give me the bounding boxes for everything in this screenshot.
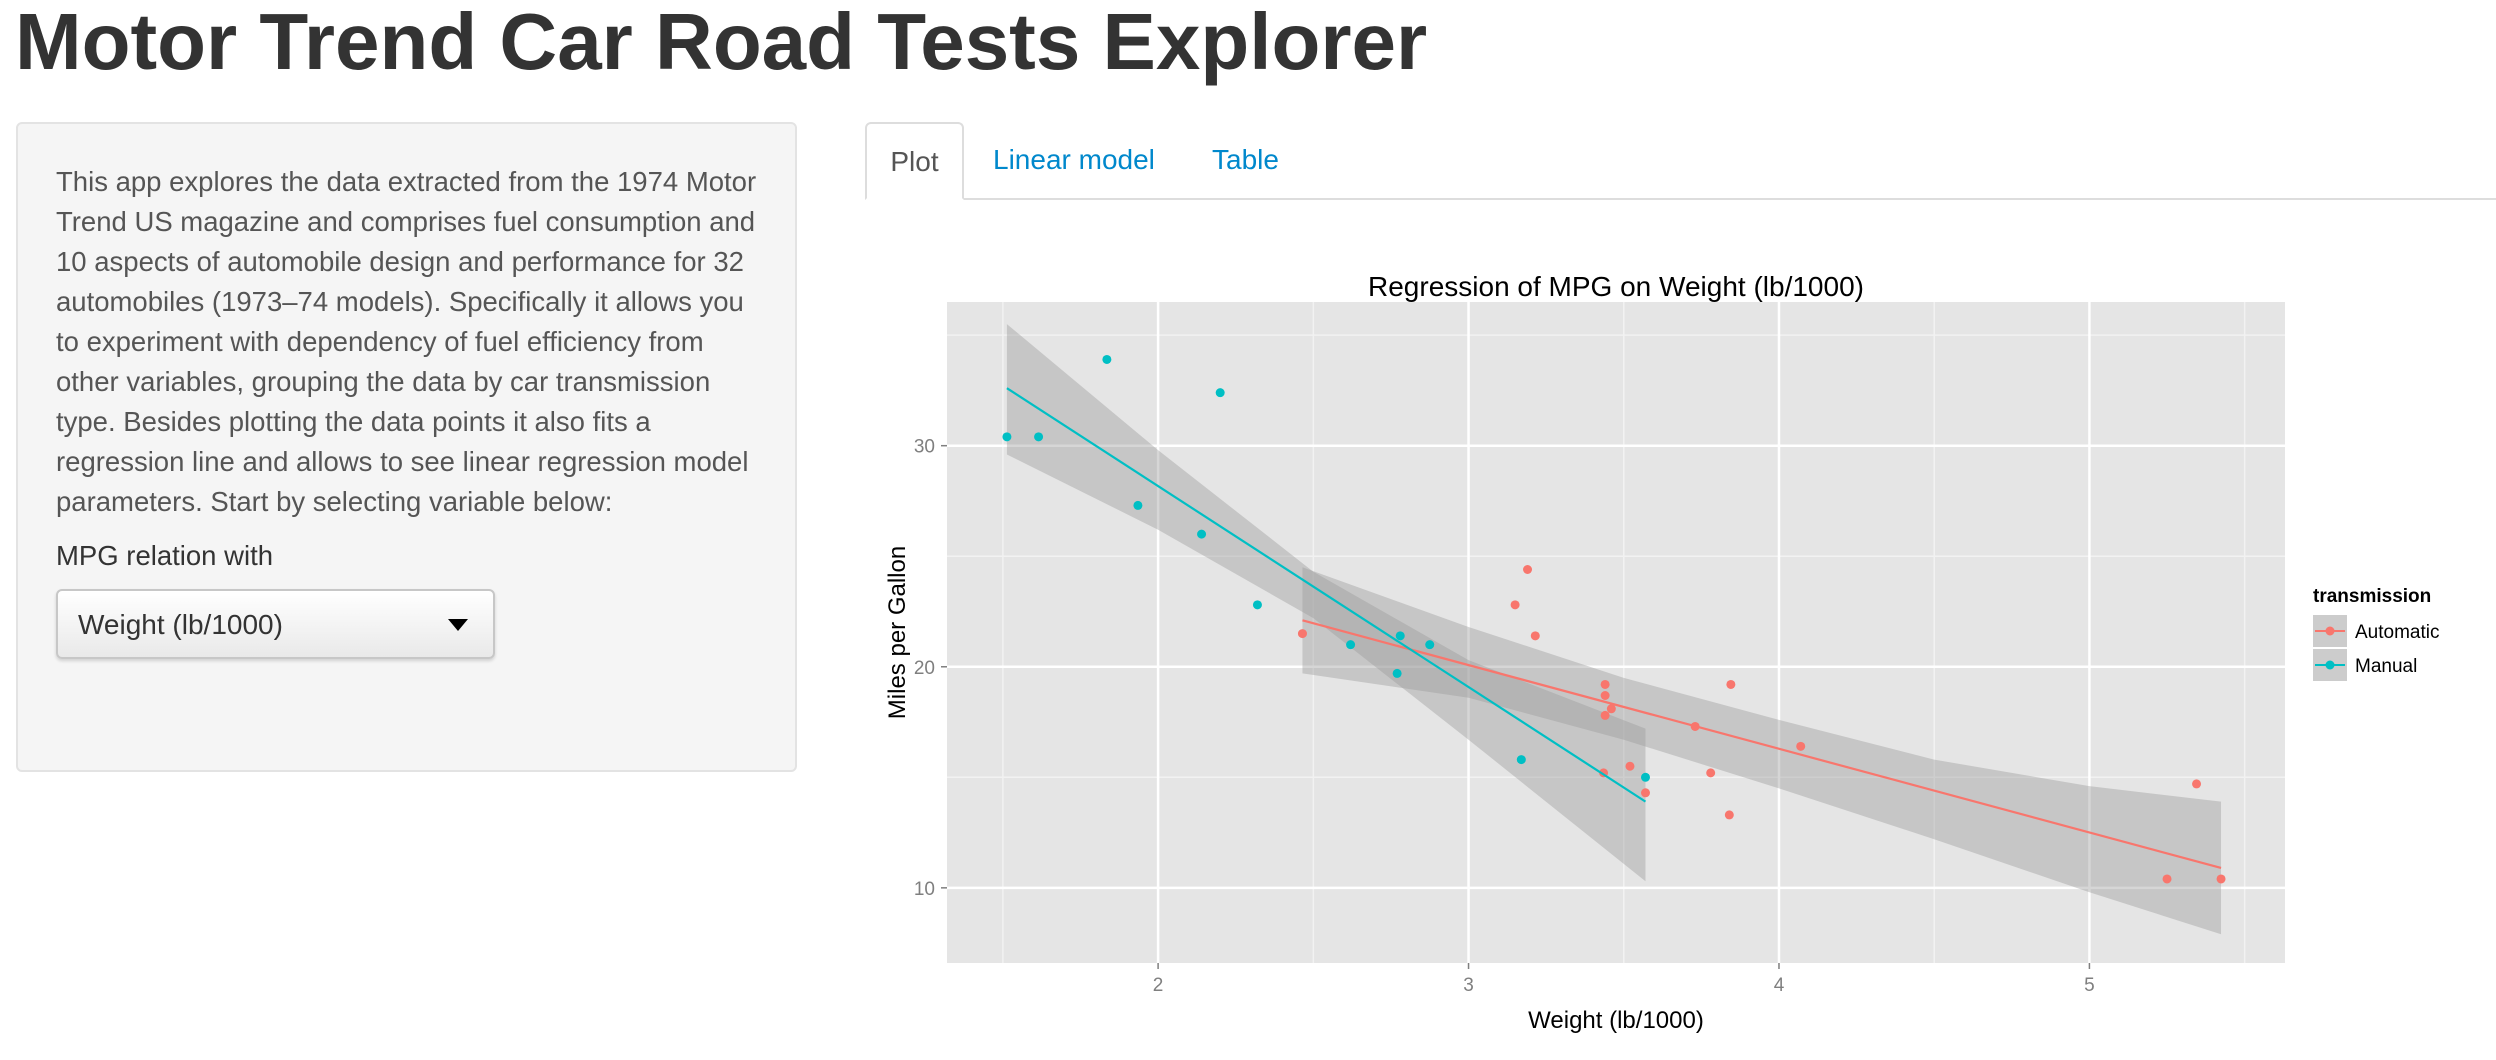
data-point-automatic bbox=[1724, 810, 1734, 820]
y-tick-label: 30 bbox=[914, 437, 935, 458]
variable-select[interactable]: Weight (lb/1000) bbox=[56, 589, 495, 659]
data-point-manual bbox=[1392, 668, 1402, 678]
confidence-band-automatic bbox=[1302, 567, 2222, 935]
chart-title: Regression of MPG on Weight (lb/1000) bbox=[1368, 271, 1864, 302]
confidence-band-manual bbox=[1006, 324, 1646, 882]
regression-line-manual bbox=[1006, 387, 1647, 803]
tab-linear-model[interactable]: Linear model bbox=[993, 144, 1155, 175]
app-title: Motor Trend Car Road Tests Explorer bbox=[15, 0, 1428, 86]
data-point-manual bbox=[1395, 631, 1405, 641]
data-point-automatic bbox=[2192, 779, 2202, 789]
data-point-manual bbox=[1102, 354, 1112, 364]
data-point-automatic bbox=[1706, 768, 1716, 778]
x-tick-label: 4 bbox=[1774, 975, 1785, 996]
legend-title: transmission bbox=[2313, 586, 2431, 607]
data-point-automatic bbox=[1625, 761, 1635, 771]
legend-point-automatic bbox=[2325, 626, 2335, 636]
data-point-manual bbox=[1516, 755, 1526, 765]
data-point-automatic bbox=[1297, 629, 1307, 639]
data-point-automatic bbox=[1510, 600, 1520, 610]
data-point-automatic bbox=[1796, 741, 1806, 751]
x-axis-label: Weight (lb/1000) bbox=[1528, 1007, 1704, 1034]
tab-plot[interactable]: Plot bbox=[865, 122, 964, 200]
select-label: MPG relation with bbox=[56, 540, 274, 571]
data-point-manual bbox=[1425, 640, 1435, 650]
sidebar-panel: This app explores the data extracted fro… bbox=[16, 122, 797, 772]
y-tick-label: 20 bbox=[914, 658, 935, 679]
regression-line-automatic bbox=[1302, 619, 2222, 870]
select-value: Weight (lb/1000) bbox=[78, 609, 283, 640]
plot-panel bbox=[947, 302, 2285, 963]
legend-point-manual bbox=[2325, 660, 2335, 670]
y-axis-label: Miles per Gallon bbox=[884, 546, 911, 719]
data-point-manual bbox=[1640, 772, 1650, 782]
data-point-manual bbox=[1133, 500, 1143, 510]
data-point-automatic bbox=[1640, 788, 1650, 798]
data-point-manual bbox=[1215, 388, 1225, 398]
tab-table[interactable]: Table bbox=[1212, 144, 1279, 175]
x-tick-label: 5 bbox=[2084, 975, 2095, 996]
data-point-automatic bbox=[1600, 679, 1610, 689]
data-point-manual bbox=[1252, 600, 1262, 610]
y-tick-label: 10 bbox=[914, 879, 935, 900]
data-point-manual bbox=[1034, 432, 1044, 442]
data-point-automatic bbox=[2162, 874, 2172, 884]
data-point-automatic bbox=[1530, 631, 1540, 641]
data-point-manual bbox=[1346, 640, 1356, 650]
caret-down-icon bbox=[448, 619, 468, 631]
legend-label-manual: Manual bbox=[2355, 656, 2417, 677]
data-point-manual bbox=[1002, 432, 1012, 442]
data-point-manual bbox=[1197, 529, 1207, 539]
tab-strip: Plot Linear model Table bbox=[865, 122, 2496, 200]
data-point-automatic bbox=[1523, 564, 1533, 574]
data-point-automatic bbox=[1726, 679, 1736, 689]
regression-chart: 2 3 4 5 10 20 30 Regression of MPG on Weight (l… bbox=[884, 271, 2439, 1034]
plot-area: 2 3 4 5 10 20 30 Regression of MPG on Weight (l… bbox=[865, 250, 2496, 1040]
x-tick-label: 2 bbox=[1153, 975, 1164, 996]
data-point-automatic bbox=[1600, 691, 1610, 701]
legend-label-automatic: Automatic bbox=[2355, 622, 2439, 643]
data-point-automatic bbox=[2216, 874, 2226, 884]
data-point-automatic bbox=[1600, 710, 1610, 720]
data-point-automatic bbox=[1606, 704, 1616, 714]
x-tick-label: 3 bbox=[1463, 975, 1474, 996]
app-description: This app explores the data extracted fro… bbox=[56, 166, 757, 517]
